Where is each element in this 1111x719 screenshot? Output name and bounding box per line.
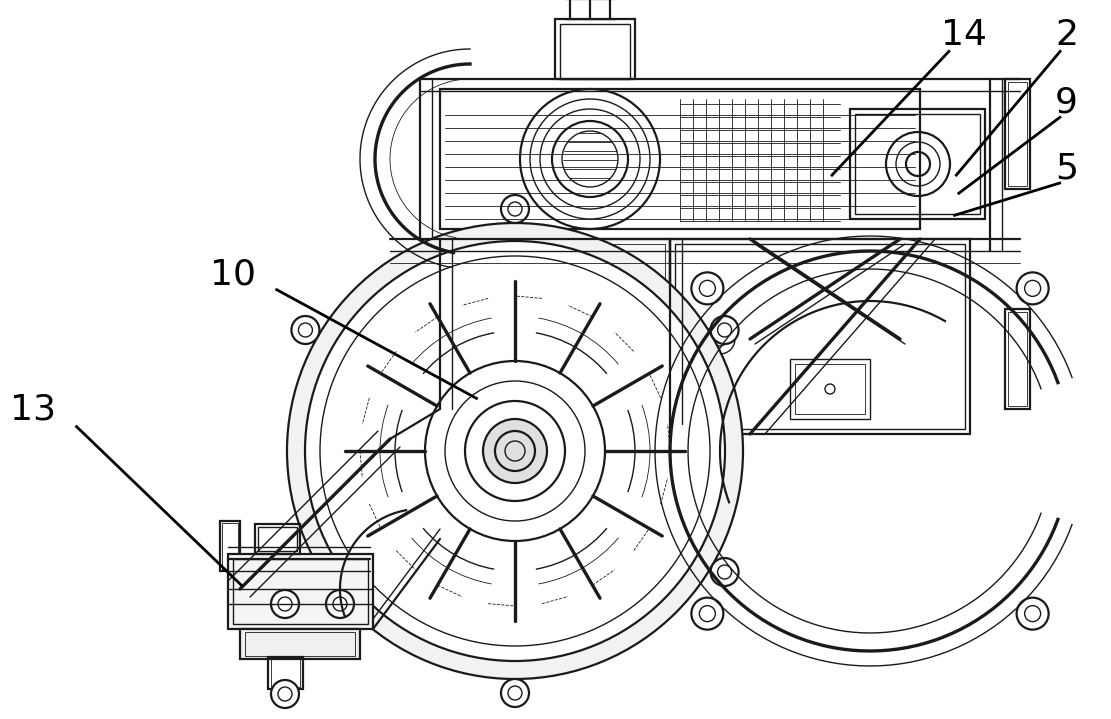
Bar (1008, 82, 1027, 186)
Circle shape (291, 316, 320, 344)
Bar (268, 657, 303, 689)
Circle shape (483, 419, 547, 483)
Bar (670, 239, 970, 434)
Bar (675, 244, 965, 429)
Text: 14: 14 (941, 17, 988, 52)
Bar (795, 364, 865, 414)
Bar (440, 89, 920, 229)
Text: 13: 13 (10, 393, 57, 427)
Text: 2: 2 (1055, 17, 1078, 52)
Bar (855, 114, 980, 214)
Text: 10: 10 (210, 257, 257, 292)
Text: 5: 5 (1055, 151, 1078, 186)
Circle shape (291, 558, 320, 586)
Bar (1008, 312, 1027, 406)
Circle shape (1017, 273, 1049, 304)
Circle shape (691, 273, 723, 304)
Circle shape (691, 597, 723, 630)
Circle shape (306, 241, 725, 661)
Bar (393, 287, 447, 296)
Bar (246, 632, 356, 656)
Bar (220, 521, 240, 571)
Circle shape (287, 223, 743, 679)
Bar (390, 284, 450, 299)
Bar (228, 554, 373, 629)
Bar (233, 559, 368, 624)
Circle shape (271, 680, 299, 708)
Bar (446, 244, 665, 404)
Bar (790, 359, 870, 419)
Circle shape (1017, 597, 1049, 630)
Bar (256, 524, 300, 554)
Circle shape (711, 316, 739, 344)
Bar (240, 629, 360, 659)
Text: 9: 9 (1055, 85, 1078, 119)
Circle shape (271, 590, 299, 618)
Bar (850, 109, 985, 219)
Circle shape (326, 590, 354, 618)
Circle shape (501, 195, 529, 223)
Bar (222, 523, 238, 569)
Circle shape (501, 679, 529, 707)
Bar (258, 527, 297, 551)
Bar (556, 19, 635, 79)
Bar (1005, 309, 1030, 409)
Bar (560, 24, 630, 79)
Bar (440, 239, 670, 409)
Bar (1005, 79, 1030, 189)
Circle shape (711, 558, 739, 586)
Bar (271, 657, 300, 687)
